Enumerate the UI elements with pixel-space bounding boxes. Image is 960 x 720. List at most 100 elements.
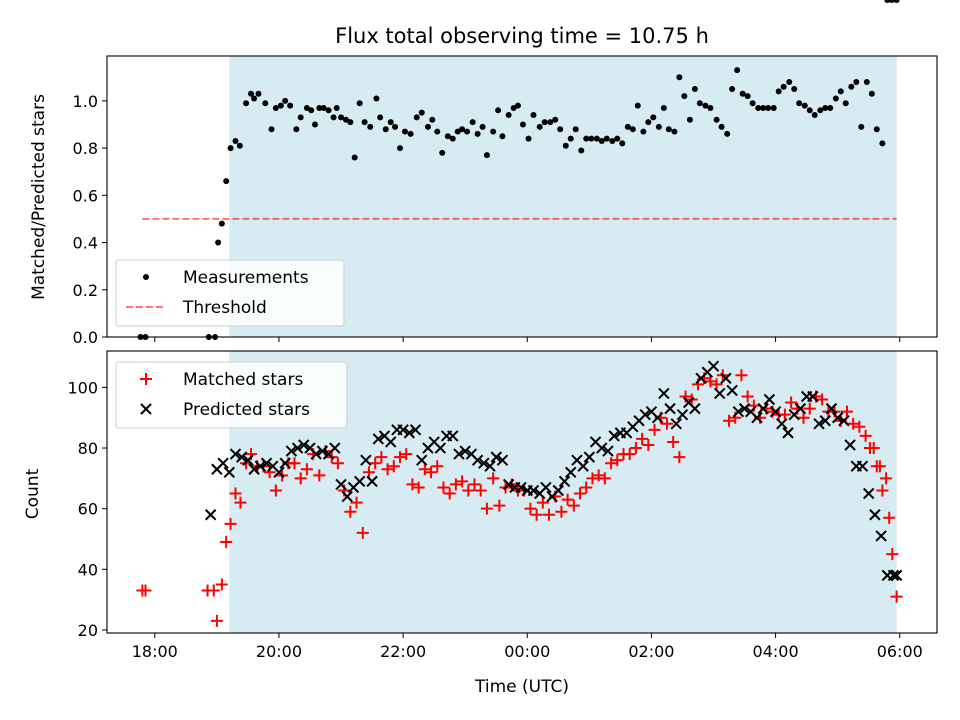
measurement-point: [567, 135, 574, 142]
predicted-star-point: [763, 393, 776, 406]
predicted-star-point: [204, 509, 217, 521]
predicted-star-point: [726, 384, 738, 397]
matched-star-point: [362, 466, 375, 479]
legend-threshold-label: Threshold: [182, 298, 267, 318]
measurement-point: [243, 100, 250, 107]
predicted-star-point: [478, 457, 490, 469]
measurement-point: [707, 104, 714, 111]
predicted-star-point: [558, 475, 571, 488]
measurement-point: [760, 104, 767, 111]
top-y-tick-label: 0.4: [73, 234, 98, 253]
matched-star-point: [381, 463, 394, 476]
measurement-point: [479, 123, 486, 130]
matched-star-point: [816, 393, 829, 406]
measurement-point: [382, 126, 389, 133]
predicted-star-point: [217, 457, 229, 469]
predicted-star-point: [776, 418, 788, 430]
top-y-tick-label: 1.0: [73, 92, 98, 111]
predicted-star-point: [403, 427, 416, 439]
measurement-point: [734, 67, 741, 74]
predicted-star-point: [291, 442, 304, 454]
measurement-point: [713, 116, 720, 123]
measurement-point: [660, 104, 667, 111]
matched-star-point: [229, 487, 242, 500]
predicted-star-point: [397, 424, 409, 436]
measurement-point: [293, 126, 300, 133]
matched-star-point: [139, 584, 152, 597]
measurement-point: [490, 128, 497, 135]
matched-star-point: [394, 451, 407, 464]
matched-star-point: [648, 423, 661, 436]
matched-star-point: [487, 472, 500, 485]
matched-star-point: [886, 548, 899, 561]
predicted-star-point: [807, 390, 819, 403]
measurement-point: [449, 135, 456, 142]
measurement-point: [519, 121, 526, 128]
measurement-point: [837, 88, 844, 95]
matched-star-point: [449, 478, 462, 491]
measurement-point: [770, 104, 777, 111]
matched-star-point: [785, 396, 798, 409]
predicted-star-point: [751, 412, 763, 424]
predicted-star-point: [316, 445, 329, 457]
top-y-tick-label: 0.6: [73, 186, 98, 205]
measurement-point: [347, 119, 354, 126]
measurement-point: [624, 123, 631, 130]
measurement-point: [525, 135, 532, 142]
bottom-x-tick-label: 22:00: [380, 642, 426, 661]
measurement-point: [333, 104, 340, 111]
predicted-star-point: [453, 448, 465, 460]
measurement-point: [311, 121, 318, 128]
measurement-point: [262, 100, 269, 107]
matched-star-point: [344, 505, 357, 518]
measurement-point: [434, 128, 441, 135]
measurement-point: [665, 126, 672, 133]
measurement-point: [418, 109, 425, 116]
measurement-point: [459, 126, 466, 133]
matched-star-point: [723, 414, 736, 427]
measurement-point: [786, 78, 793, 85]
measurement-point: [562, 142, 569, 149]
predicted-star-point: [459, 445, 471, 457]
predicted-star-point: [720, 372, 732, 384]
predicted-star-point: [577, 460, 589, 472]
legend-predicted-label: Predicted stars: [183, 400, 310, 420]
measurement-point: [397, 145, 404, 152]
measurement-point: [578, 147, 585, 154]
predicted-star-point: [887, 569, 900, 582]
measurement-point: [775, 88, 782, 95]
matched-star-point: [710, 378, 723, 391]
matched-star-point: [443, 487, 456, 500]
measurement-point: [744, 93, 751, 100]
matched-star-point: [356, 526, 369, 539]
matched-star-point: [224, 517, 237, 530]
predicted-star-point: [502, 478, 515, 491]
matched-star-point: [623, 448, 636, 461]
bottom-x-tick-label: 04:00: [753, 642, 799, 661]
predicted-star-point: [658, 387, 670, 400]
matched-star-point: [574, 487, 587, 500]
legend-measurements-marker: [143, 274, 149, 280]
predicted-star-point: [782, 427, 794, 439]
measurement-point: [474, 130, 481, 137]
matched-star-point: [300, 463, 313, 476]
top-ylabel: Matched/Predicted stars: [29, 94, 49, 300]
predicted-star-point: [602, 445, 614, 457]
bottom-x-tick-label: 06:00: [877, 642, 923, 661]
measurement-point: [316, 104, 323, 111]
measurement-point: [822, 104, 829, 111]
predicted-star-point: [890, 569, 903, 582]
bottom-y-tick-label: 20: [78, 621, 98, 640]
predicted-star-point: [273, 466, 285, 478]
measurement-point: [801, 102, 808, 109]
predicted-star-point: [794, 402, 807, 415]
predicted-star-point: [248, 463, 260, 475]
matched-star-point: [215, 578, 228, 591]
matched-star-point: [880, 472, 893, 485]
predicted-star-point: [875, 530, 887, 542]
matched-star-point: [331, 457, 344, 470]
measurement-point: [429, 116, 436, 123]
chart-title: Flux total observing time = 10.75 h: [335, 24, 709, 48]
measurement-point: [780, 83, 787, 90]
